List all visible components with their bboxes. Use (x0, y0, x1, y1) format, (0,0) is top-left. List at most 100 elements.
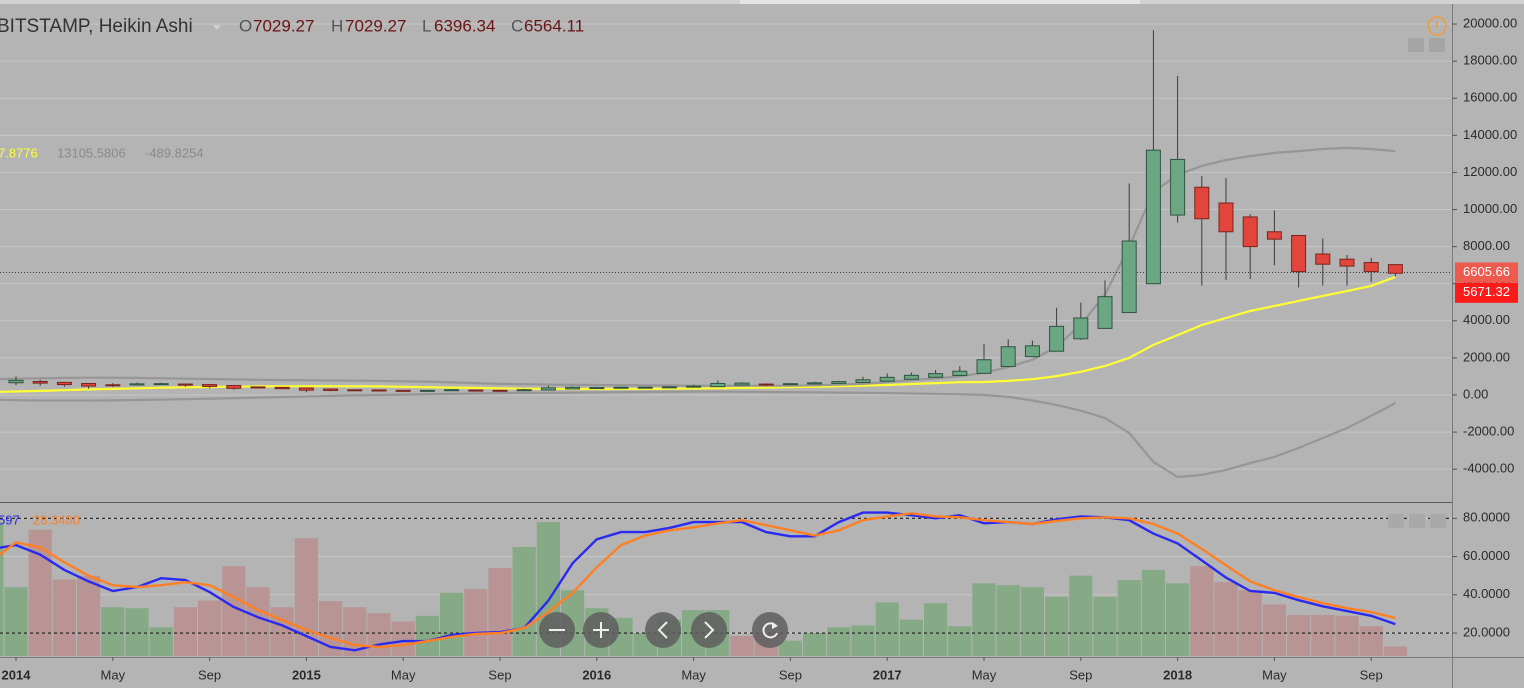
pane-button[interactable] (1430, 514, 1446, 528)
candle-body (444, 389, 460, 392)
y-tick-label: 8000.00 (1463, 238, 1510, 253)
candle-body (1024, 345, 1040, 358)
candle-body (1242, 216, 1258, 248)
candle-body (613, 386, 629, 389)
price-tag-label: 5671.32 (1463, 284, 1510, 299)
indicator-value: 13105.5806 (57, 145, 126, 160)
candle-body (807, 382, 823, 385)
candle-body (1363, 262, 1379, 273)
volume-bar (28, 529, 52, 656)
volume-bar (1311, 615, 1335, 656)
candle-body (298, 387, 314, 391)
candle-body (540, 387, 556, 391)
volume-bar (899, 619, 923, 656)
volume-bar (851, 625, 875, 656)
pane-button[interactable] (1409, 514, 1425, 528)
y-tick-label: 10000.00 (1463, 201, 1517, 216)
volume-bar (972, 583, 996, 656)
candle-body (879, 376, 895, 382)
y-tick-label: 4000.00 (1463, 312, 1510, 327)
volume-bar (246, 587, 270, 656)
volume-bar (319, 601, 343, 656)
overlay-lines (0, 146, 1452, 479)
volume-bar (803, 633, 827, 656)
x-tick-label: May (101, 667, 126, 682)
x-tick-label: Sep (1069, 667, 1092, 682)
x-tick-label: Sep (488, 667, 511, 682)
candles (8, 30, 1403, 393)
candle-body (589, 387, 605, 390)
candle-body (1145, 149, 1161, 285)
volume-bar (391, 621, 415, 656)
volume-bar (512, 546, 536, 656)
oscillator-value: 28.3480 (33, 512, 80, 527)
volume-bar (77, 575, 101, 656)
chart-controls (539, 16, 1447, 648)
button-circle[interactable] (645, 612, 681, 648)
pane-button[interactable] (1408, 38, 1424, 52)
y-tick-label: 60.0000 (1463, 548, 1510, 563)
candle-body (323, 388, 339, 391)
candle-body (395, 389, 411, 392)
candle-body (637, 386, 653, 389)
y-tick-label: 16000.00 (1463, 90, 1517, 105)
candle-body (686, 385, 702, 388)
candle-body (710, 382, 726, 388)
candle-body (371, 389, 387, 392)
candle-body (565, 386, 581, 390)
button-circle[interactable] (752, 612, 788, 648)
candle-body (1339, 258, 1355, 267)
candle-body (1121, 240, 1137, 314)
candle-body (734, 382, 750, 386)
candle-body (8, 379, 24, 384)
scroll-right-button[interactable] (691, 612, 727, 648)
top-tab (740, 0, 1140, 4)
zoom-in-button[interactable] (583, 612, 619, 648)
y-tick-label: 18000.00 (1463, 53, 1517, 68)
volume-bar (173, 607, 197, 656)
volume-bar (1359, 626, 1383, 656)
candle-body (1218, 202, 1234, 233)
zoom-out-button[interactable] (539, 612, 575, 648)
candle-body (1049, 325, 1065, 352)
alert-icon[interactable] (1427, 16, 1447, 36)
x-tick-label: May (1262, 667, 1287, 682)
volume-bar (415, 615, 439, 656)
reset-button[interactable] (752, 612, 788, 648)
candle-body (855, 379, 871, 384)
candle-body (177, 383, 193, 386)
volume-bar (1117, 580, 1141, 656)
volume-bar (827, 627, 851, 656)
candle-body (226, 385, 242, 389)
oscillator-line (0, 512, 1396, 649)
x-tick-label: Sep (1360, 667, 1383, 682)
candle-body (347, 389, 363, 392)
candle-body (516, 389, 532, 392)
volume-bar (1190, 566, 1214, 656)
candle-body (250, 386, 266, 389)
candle-body (1097, 296, 1113, 329)
button-circle[interactable] (691, 612, 727, 648)
candle-body (758, 383, 774, 386)
pane-button[interactable] (1429, 38, 1445, 52)
pane-button[interactable] (1388, 514, 1404, 528)
volume-bar (924, 603, 948, 656)
button-icon (772, 622, 778, 629)
volume-bar (367, 613, 391, 656)
volume-bar (1383, 646, 1407, 656)
indicator-value: -489.8254 (145, 145, 204, 160)
x-tick-label: May (972, 667, 997, 682)
volume-bar (270, 607, 294, 656)
x-tick-label: 2017 (873, 667, 902, 682)
dropdown-arrow[interactable] (213, 25, 221, 30)
ohlc-key: H (331, 16, 343, 35)
scroll-left-button[interactable] (645, 612, 681, 648)
candle-body (468, 389, 484, 392)
volume-bar (1335, 615, 1359, 656)
y-tick-label: 80.0000 (1463, 510, 1510, 525)
y-tick-label: 0.00 (1463, 386, 1488, 401)
volume-bar (0, 522, 4, 656)
candle-body (81, 382, 97, 387)
volume-bar (440, 592, 464, 656)
